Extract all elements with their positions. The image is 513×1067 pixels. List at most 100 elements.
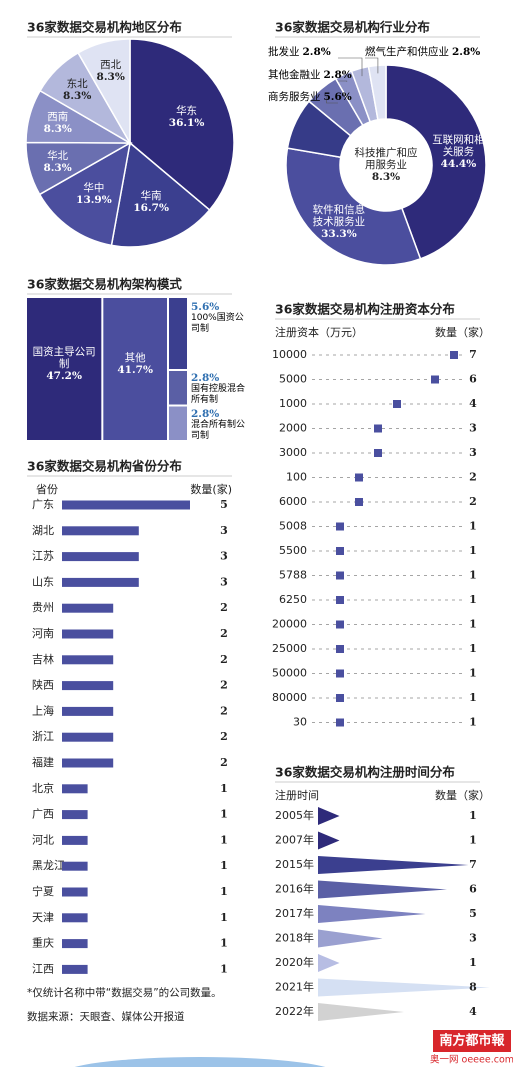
treemap-block [169, 298, 187, 369]
category-label: 河北 [32, 833, 54, 846]
value-label: 2 [469, 471, 477, 484]
segment-label: 其他金融业 2.8% [268, 69, 352, 81]
value-label: 1 [469, 593, 477, 606]
dot [336, 669, 344, 678]
chart-title: 36家数据交易机构架构模式 [27, 277, 182, 292]
segment-label: 批发业 2.8% [268, 46, 331, 58]
segment-label: 燃气生产和供应业 2.8% [365, 46, 480, 58]
category-label: 江西 [32, 962, 54, 975]
value-label: 2 [220, 627, 228, 640]
value-label: 2 [220, 704, 228, 717]
value-label: 7 [469, 858, 477, 871]
bar [62, 526, 139, 536]
value-label: 1 [220, 937, 228, 950]
slice-category: 东北 [66, 77, 88, 90]
note: *仅统计名称中带“数据交易”的公司数量。 [27, 986, 222, 999]
dot [431, 375, 439, 384]
value-label: 5 [220, 498, 228, 511]
source: 数据来源：天眼查、媒体公开报道 [27, 1010, 185, 1023]
category-label: 5008 [279, 520, 307, 533]
dot [336, 718, 344, 727]
slice-value: 8.3% [96, 70, 125, 83]
value-label: 1 [220, 962, 228, 975]
triangle [318, 856, 469, 874]
category-label: 50000 [272, 667, 307, 680]
bar [62, 500, 190, 510]
dot [393, 400, 401, 408]
category-label: 10000 [272, 348, 307, 361]
slice-category: 华北 [47, 149, 69, 162]
pie-slice [129, 38, 235, 212]
category-label: 2022年 [275, 1004, 314, 1018]
leader-line [338, 57, 363, 77]
triangle [318, 929, 383, 948]
bar [62, 913, 88, 923]
category-label: 2021年 [275, 980, 314, 994]
triangle [318, 905, 426, 923]
bar [62, 655, 114, 665]
segment-label: 互联网和相关服务 44.4% [427, 134, 489, 170]
category-label: 浙江 [32, 730, 54, 743]
segment-value: 33.3% [321, 227, 357, 240]
category-header: 注册时间 [275, 788, 319, 802]
block-value: 2.8% [191, 372, 220, 384]
dot [336, 547, 344, 555]
slice-label: 华南 16.7% [133, 190, 169, 214]
value-label: 3 [220, 524, 228, 537]
dot [336, 645, 344, 653]
dot [336, 522, 344, 531]
donut-segment [285, 147, 422, 266]
block-value: 41.7% [117, 364, 153, 376]
triangle [318, 954, 340, 972]
category-label: 江苏 [32, 550, 54, 563]
value-label: 1 [220, 859, 228, 872]
value-label: 3 [220, 550, 228, 563]
category-label: 2016年 [275, 882, 314, 896]
triangle [318, 880, 447, 899]
category-label: 陕西 [32, 678, 54, 692]
block-category: 国有控股混合所有制 [191, 384, 246, 405]
slice-category: 西南 [47, 111, 69, 124]
value-label: 1 [469, 544, 477, 557]
triangle [318, 807, 340, 825]
category-label: 5000 [279, 373, 307, 386]
category-label: 宁夏 [32, 884, 54, 898]
value-label: 2 [220, 730, 228, 743]
block-label: 2.8% 国有控股混合所有制 [191, 373, 251, 406]
bar [62, 887, 88, 897]
slice-label: 东北 8.3% [63, 78, 91, 102]
value-label: 1 [469, 956, 477, 969]
category-label: 6000 [279, 495, 307, 508]
decoration [74, 1057, 326, 1067]
bar [62, 939, 88, 949]
treemap-block [27, 298, 102, 440]
bar [62, 629, 114, 639]
category-label: 广西 [32, 808, 54, 821]
dot [336, 596, 344, 604]
category-header: 注册资本（万元） [275, 325, 363, 339]
category-label: 2017年 [275, 906, 314, 920]
treemap-block [103, 298, 167, 440]
category-label: 广东 [32, 498, 54, 511]
donut-segment [385, 64, 487, 260]
block-category: 100%国资公司制 [191, 313, 244, 334]
bar [62, 706, 114, 716]
value-label: 4 [469, 397, 477, 410]
chart-title: 36家数据交易机构地区分布 [27, 20, 182, 35]
category-label: 20000 [272, 618, 307, 631]
logo-box [433, 1030, 511, 1052]
value-label: 3 [220, 575, 228, 588]
category-label: 3000 [279, 446, 307, 459]
value-label: 1 [220, 885, 228, 898]
category-label: 5788 [279, 569, 307, 582]
bar [62, 861, 88, 871]
category-label: 2005年 [275, 808, 314, 822]
segment-value: 2.8% [302, 46, 331, 58]
segment-category: 互联网和相关服务 [432, 134, 485, 159]
value-label: 1 [469, 642, 477, 655]
dot [336, 694, 344, 702]
category-label: 100 [286, 471, 307, 484]
category-label: 吉林 [32, 652, 54, 666]
block-label: 其他 41.7% [108, 352, 162, 376]
bar [62, 784, 88, 794]
